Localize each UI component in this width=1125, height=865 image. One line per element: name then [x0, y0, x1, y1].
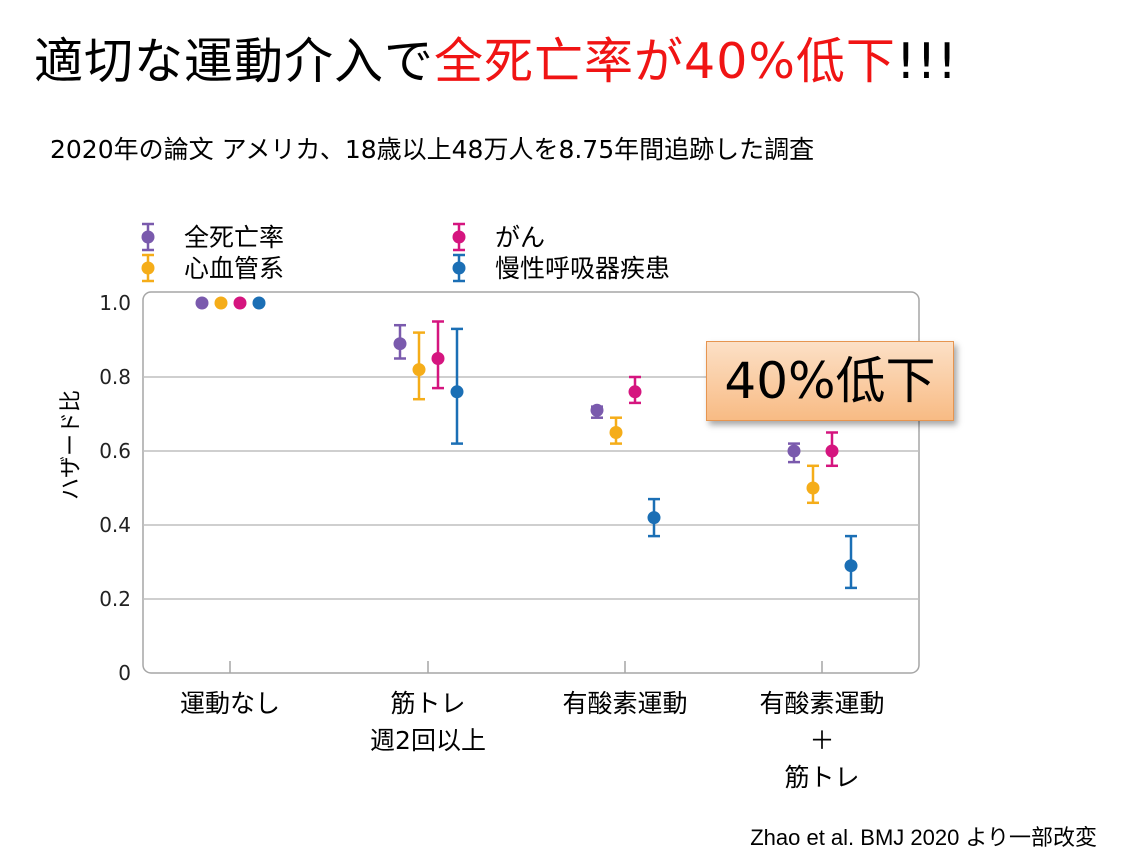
legend-item: 全死亡率	[141, 222, 284, 252]
data-point-group	[214, 296, 228, 310]
legend-item: がん	[452, 222, 545, 252]
x-category-label: 筋トレ	[390, 689, 465, 718]
data-point-group	[647, 497, 661, 538]
legend-label: がん	[495, 223, 545, 252]
title-suffix: !!!	[895, 33, 958, 90]
data-point	[806, 481, 820, 495]
x-category-label: ＋	[809, 726, 834, 755]
subtitle: 2020年の論文 アメリカ、18歳以上48万人を8.75年間追跡した調査	[50, 135, 815, 164]
data-point-group	[195, 296, 209, 310]
data-point	[590, 403, 604, 417]
data-point	[252, 296, 266, 310]
title-highlight: 全死亡率が40%低下	[434, 33, 896, 90]
y-axis-title: ハザード比	[59, 390, 84, 500]
x-category-label: 有酸素運動	[759, 689, 884, 718]
data-point-group	[450, 327, 464, 445]
legend-label: 心血管系	[184, 254, 284, 283]
y-tick-label: 0.8	[99, 365, 131, 389]
data-point-group	[825, 431, 839, 468]
data-point	[233, 296, 247, 310]
data-point	[412, 363, 426, 377]
data-point-group	[412, 331, 426, 401]
legend-marker	[452, 230, 466, 244]
legend-marker	[141, 230, 155, 244]
data-point-group	[431, 320, 445, 390]
data-point	[844, 559, 858, 573]
data-point-group	[787, 442, 801, 464]
y-tick-label: 0.6	[99, 439, 131, 463]
data-point-group	[628, 375, 642, 405]
data-point	[195, 296, 209, 310]
x-category-label: 週2回以上	[370, 726, 486, 755]
legend-marker	[452, 261, 466, 275]
data-point-group	[233, 296, 247, 310]
data-point	[609, 426, 623, 439]
legend-item: 心血管系	[141, 253, 284, 283]
data-point	[825, 444, 839, 458]
data-point-group	[590, 403, 604, 419]
data-point	[214, 296, 228, 310]
legend-marker	[141, 261, 155, 275]
data-point	[393, 337, 407, 351]
data-point	[647, 511, 661, 525]
y-tick-label: 0.2	[99, 587, 131, 611]
data-point	[628, 385, 642, 399]
data-point	[431, 352, 445, 365]
x-category-label: 筋トレ	[784, 763, 859, 792]
x-category-label: 運動なし	[180, 689, 280, 718]
title-prefix: 適切な運動介入で	[34, 33, 435, 90]
data-point-group	[844, 534, 858, 590]
x-category-label: 有酸素運動	[562, 689, 687, 718]
y-tick-label: 0	[118, 661, 131, 685]
data-point	[450, 385, 464, 399]
data-point-group	[252, 296, 266, 310]
y-tick-label: 1.0	[99, 291, 131, 315]
data-point-group	[806, 464, 820, 505]
legend-item: 慢性呼吸器疾患	[452, 253, 670, 283]
y-tick-label: 0.4	[99, 513, 131, 537]
callout-box: 40%低下	[706, 341, 954, 421]
page-title: 適切な運動介入で全死亡率が40%低下!!!	[34, 22, 958, 93]
citation: Zhao et al. BMJ 2020 より一部改変	[750, 825, 1097, 850]
legend-label: 全死亡率	[184, 223, 284, 252]
data-point-group	[393, 323, 407, 360]
data-point	[787, 444, 801, 458]
legend-label: 慢性呼吸器疾患	[495, 254, 670, 283]
data-point-group	[609, 416, 623, 445]
